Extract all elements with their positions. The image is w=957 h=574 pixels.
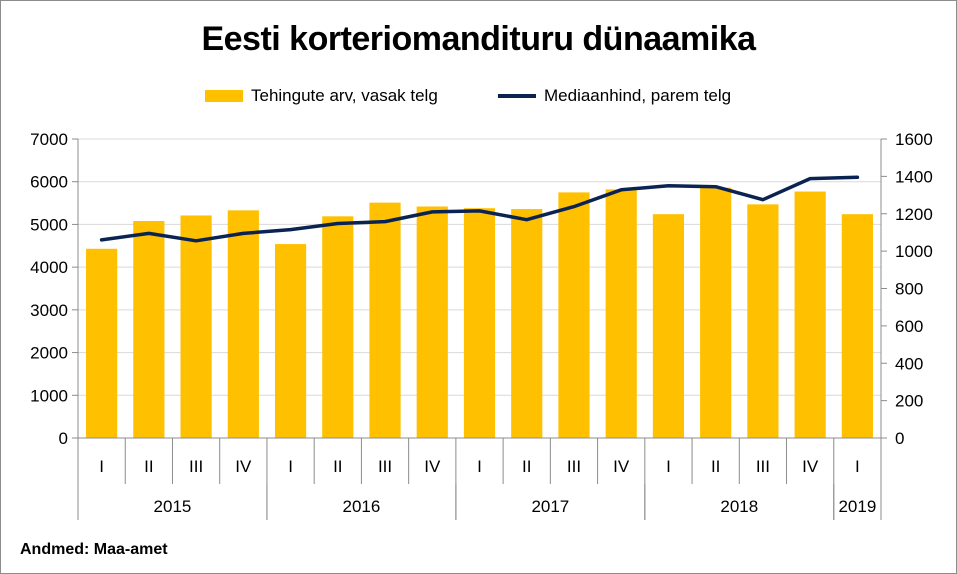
right-axis-tick: 1200	[895, 205, 933, 224]
bar	[86, 248, 118, 438]
bar	[227, 210, 259, 438]
bar	[700, 187, 732, 438]
chart-title: Eesti korteriomandituru dünaamika	[201, 20, 756, 58]
source-note: Andmed: Maa-amet	[20, 541, 168, 558]
year-label: 2018	[720, 497, 758, 516]
quarter-label: I	[99, 457, 104, 476]
right-axis-tick: 1000	[895, 242, 933, 261]
bar	[841, 214, 873, 438]
right-axis-tick: 400	[895, 354, 923, 373]
legend-item-line: Mediaanhind, parem telg	[498, 86, 731, 106]
right-axis-tick: 0	[895, 429, 904, 448]
bar	[322, 216, 354, 438]
quarter-label: III	[567, 457, 581, 476]
bar	[605, 189, 637, 438]
left-axis-tick: 3000	[30, 301, 68, 320]
quarter-label: IV	[424, 457, 441, 476]
left-axis-tick: 7000	[30, 130, 68, 149]
right-axis-tick: 1600	[895, 130, 933, 149]
quarter-label: II	[144, 457, 153, 476]
year-label: 2016	[342, 497, 380, 516]
right-axis-tick: 800	[895, 280, 923, 299]
left-axis-tick: 1000	[30, 386, 68, 405]
bar	[274, 244, 307, 438]
quarter-label: II	[333, 457, 342, 476]
left-axis-tick: 4000	[30, 258, 68, 277]
bar	[369, 202, 401, 438]
legend-item-bars: Tehingute arv, vasak telg	[205, 86, 438, 106]
quarter-label: I	[288, 457, 293, 476]
right-axis-tick: 1400	[895, 167, 933, 186]
legend-swatch-bars	[205, 90, 243, 102]
left-axis-tick: 5000	[30, 215, 68, 234]
legend: Tehingute arv, vasak telg Mediaanhind, p…	[0, 86, 957, 110]
bar	[794, 191, 826, 438]
bar	[133, 221, 165, 438]
quarter-label: I	[855, 457, 860, 476]
year-label: 2019	[838, 497, 876, 516]
right-axis-tick: 600	[895, 317, 923, 336]
quarter-label: III	[378, 457, 392, 476]
legend-swatch-line	[498, 94, 536, 98]
bar	[180, 215, 212, 438]
quarter-label: III	[189, 457, 203, 476]
quarter-label: IV	[802, 457, 819, 476]
quarter-label: III	[756, 457, 770, 476]
year-label: 2017	[531, 497, 569, 516]
left-axis-tick: 6000	[30, 173, 68, 192]
right-axis-tick: 200	[895, 392, 923, 411]
quarter-label: I	[666, 457, 671, 476]
legend-label-line: Mediaanhind, parem telg	[544, 86, 732, 105]
bar	[511, 209, 543, 438]
quarter-label: I	[477, 457, 482, 476]
bar	[416, 206, 448, 438]
quarter-label: IV	[613, 457, 630, 476]
bar	[558, 192, 590, 438]
quarter-label: IV	[235, 457, 252, 476]
bar	[463, 208, 496, 438]
left-axis-tick: 0	[59, 429, 68, 448]
left-axis-tick: 2000	[30, 344, 68, 363]
quarter-label: II	[711, 457, 720, 476]
legend-label-bars: Tehingute arv, vasak telg	[251, 86, 438, 105]
series-line	[99, 175, 860, 243]
quarter-label: II	[522, 457, 531, 476]
bar	[747, 204, 779, 438]
year-label: 2015	[154, 497, 192, 516]
bar	[652, 214, 685, 438]
